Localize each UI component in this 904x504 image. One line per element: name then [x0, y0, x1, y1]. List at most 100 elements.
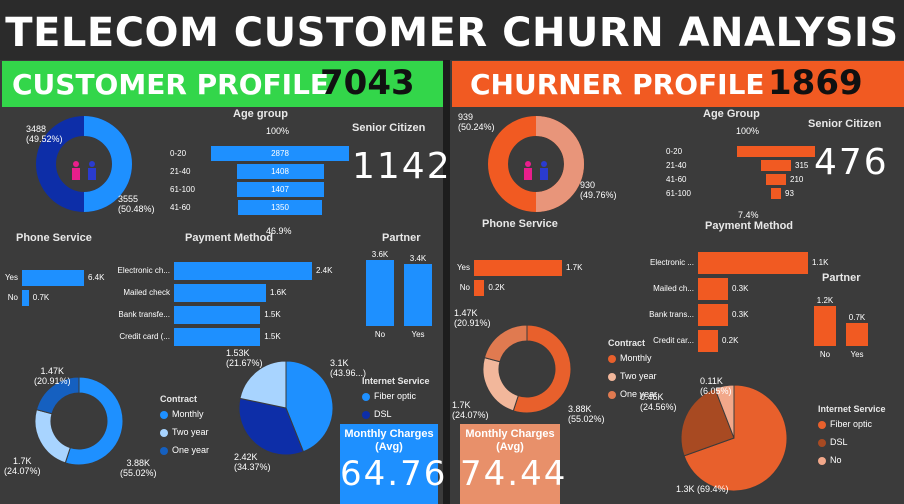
- left-gender-donut[interactable]: [36, 116, 132, 212]
- left-internet-label-b: 3.1K (43.96...): [330, 358, 367, 378]
- bar-label: Mailed check: [123, 288, 170, 297]
- bar: [174, 328, 261, 346]
- panel-divider: [443, 60, 450, 504]
- bar-label: No: [819, 350, 831, 359]
- left-age-funnel: 0-20 2878 21-40 1408 61-100 1407 41-60 1350: [170, 146, 350, 216]
- legend-item: Monthly: [160, 408, 204, 420]
- right-partner-title: Partner: [822, 272, 861, 284]
- legend-item: Fiber optic: [818, 418, 872, 430]
- left-contract-label-a: 1.47K (20.91%): [34, 366, 71, 386]
- left-payment-bars: Electronic ch... 2.4K Mailed check 1.6K Bank…: [112, 262, 342, 347]
- legend-item: No: [818, 454, 842, 466]
- age-row-label: 41-60: [666, 175, 687, 184]
- slice: [714, 384, 735, 439]
- left-internet-label-a: 1.53K (21.67%): [226, 348, 263, 368]
- customer-profile-title: CUSTOMER PROFILE: [12, 68, 330, 101]
- bar-label: Credit card (...: [119, 332, 170, 341]
- right-internet-legend-title: Internet Service: [818, 404, 886, 414]
- age-row-label: 61-100: [170, 185, 195, 194]
- bar-value: 3.6K: [371, 250, 389, 259]
- right-contract-legend-title: Contract: [608, 338, 646, 348]
- age-row-bar: [761, 160, 791, 171]
- slice: [483, 324, 528, 363]
- right-monthly-value: 74.44: [460, 454, 568, 494]
- left-monthly-avg: (Avg): [375, 441, 403, 453]
- bar-value: 0.2K: [488, 283, 505, 292]
- right-senior-title: Senior Citizen: [808, 118, 882, 130]
- legend-item: Monthly: [608, 352, 652, 364]
- legend-item: Two year: [608, 370, 657, 382]
- customer-profile-banner: [2, 61, 443, 107]
- age-row-bar: [737, 146, 815, 157]
- right-internet-pie[interactable]: [680, 384, 788, 492]
- bar-label: No: [374, 330, 386, 339]
- age-row-bar: [766, 174, 786, 185]
- right-contract-label-a: 1.47K (20.91%): [454, 308, 491, 328]
- left-senior-title: Senior Citizen: [352, 122, 426, 134]
- bar-label: Yes: [456, 263, 470, 272]
- right-internet-label-c: 1.3K (69.4%): [676, 484, 729, 494]
- left-internet-pie[interactable]: [238, 360, 334, 456]
- bar: [22, 290, 29, 306]
- slice: [285, 360, 334, 453]
- age-row-value: 315: [795, 161, 809, 170]
- customer-count: 7043: [320, 63, 415, 103]
- bar-label: Credit car...: [653, 336, 694, 345]
- legend-dot-icon: [818, 420, 826, 429]
- bar-label: Yes: [850, 350, 864, 359]
- left-contract-label-c: 3.88K (55.02%): [120, 458, 157, 478]
- slice: [683, 384, 788, 492]
- male-icon: [540, 168, 548, 180]
- left-internet-legend-title: Internet Service: [362, 376, 430, 386]
- bar-label: Bank transfe...: [118, 310, 170, 319]
- slice: [238, 397, 305, 456]
- right-senior-value: 476: [814, 142, 889, 183]
- right-gender-top-label: 939 (50.24%): [458, 112, 495, 132]
- bar-value: 1.5K: [264, 332, 281, 341]
- age-row-bar: 2878: [211, 146, 349, 161]
- age-row-bar: 1408: [236, 164, 324, 179]
- legend-dot-icon: [608, 372, 616, 381]
- bar: [698, 330, 718, 352]
- gender-slice-male: [535, 116, 584, 212]
- bar-value: 1.1K: [812, 258, 829, 267]
- legend-dot-icon: [818, 438, 826, 447]
- left-partner-bars: 3.6K No 3.4K Yes: [366, 250, 436, 342]
- right-monthly-avg: (Avg): [496, 441, 524, 453]
- churner-profile-title: CHURNER PROFILE: [470, 68, 765, 101]
- female-icon: [524, 168, 532, 180]
- legend-item: Two year: [160, 426, 209, 438]
- left-gender-bottom-label: 3555 (50.48%): [118, 194, 155, 214]
- age-row-bar: 1350: [238, 200, 322, 215]
- slice: [680, 387, 735, 457]
- legend-item: One year: [160, 444, 209, 456]
- churner-count: 1869: [768, 63, 863, 103]
- right-gender-donut[interactable]: [488, 116, 584, 212]
- bar: [814, 306, 836, 346]
- age-row-label: 61-100: [666, 189, 691, 198]
- bar-label: Electronic ch...: [117, 266, 170, 275]
- left-contract-donut[interactable]: [34, 376, 124, 466]
- legend-item: DSL: [818, 436, 848, 448]
- left-internet-label-c: 2.42K (34.37%): [234, 452, 271, 472]
- age-row-bar: [771, 188, 781, 199]
- left-senior-value: 1142: [352, 146, 452, 187]
- bar-value: 1.7K: [566, 263, 583, 272]
- legend-item: DSL: [362, 408, 392, 420]
- right-age-pct-top: 100%: [736, 126, 760, 136]
- bar-label: Yes: [4, 273, 18, 282]
- legend-dot-icon: [362, 410, 370, 419]
- bar: [698, 304, 728, 326]
- left-age-title: Age group: [233, 108, 288, 120]
- bar-value: 0.3K: [732, 310, 749, 319]
- gender-slice-male: [83, 116, 132, 212]
- legend-dot-icon: [608, 354, 616, 363]
- right-phone-title: Phone Service: [482, 218, 558, 230]
- left-gender-top-label: 3488 (49.52%): [26, 124, 63, 144]
- right-contract-donut[interactable]: [482, 324, 572, 414]
- slice: [239, 360, 287, 409]
- age-row-label: 21-40: [170, 167, 191, 176]
- right-partner-bars: 1.2K No 0.7K Yes: [814, 292, 874, 362]
- bar-value: 2.4K: [316, 266, 333, 275]
- slice: [34, 409, 71, 464]
